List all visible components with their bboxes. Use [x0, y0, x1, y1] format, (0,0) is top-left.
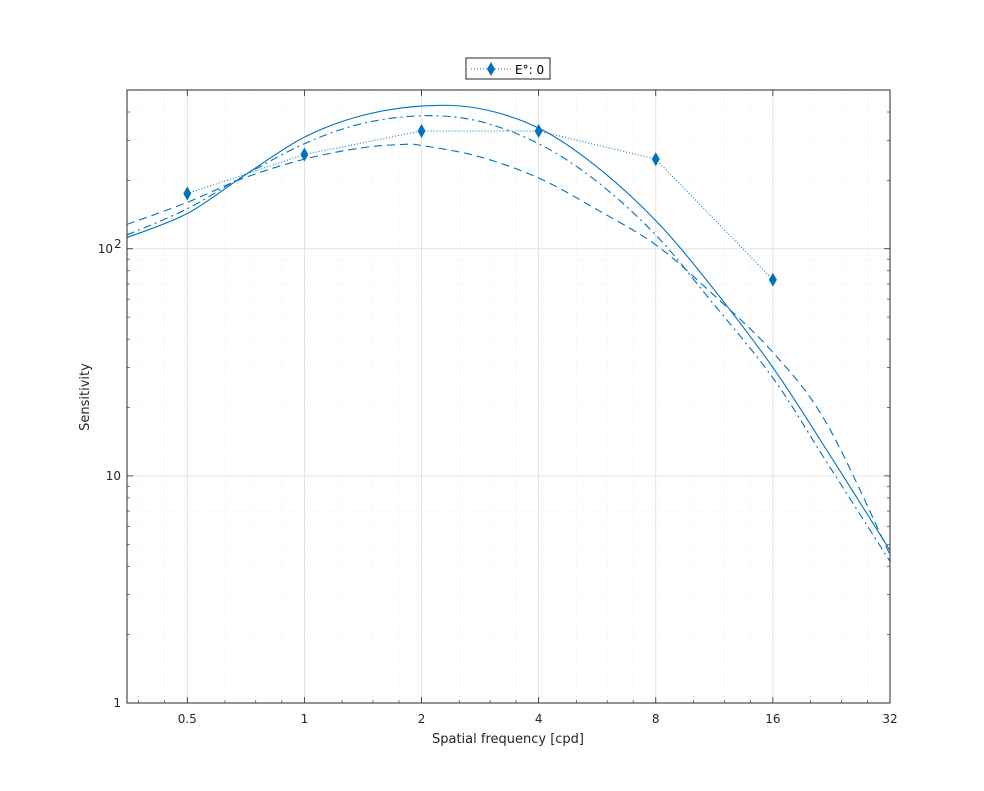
- series-model-solid: [127, 104, 890, 551]
- ticks-layer: [127, 90, 891, 704]
- legend-diamond-marker: [487, 62, 495, 76]
- y-tick-label: 1: [113, 696, 121, 710]
- minor-grid: [127, 90, 890, 703]
- plot-area: [127, 90, 890, 703]
- data-point-diamond: [417, 123, 426, 138]
- series-measured-line: [187, 130, 774, 281]
- series-layer: [127, 104, 890, 562]
- data-point-diamond: [183, 186, 192, 201]
- x-tick-label: 16: [765, 712, 780, 726]
- legend-entry-label: E°: 0: [515, 63, 544, 77]
- series-model-dash-dot: [127, 115, 890, 562]
- x-tick-label: 8: [652, 712, 660, 726]
- y-tick-label: 10: [106, 469, 121, 483]
- data-point-diamond: [651, 152, 660, 167]
- x-tick-label: 0.5: [178, 712, 197, 726]
- x-tick-label: 32: [882, 712, 897, 726]
- legend: E°: 0: [465, 57, 551, 80]
- x-tick-label: 2: [418, 712, 426, 726]
- data-point-diamond: [768, 272, 777, 287]
- plot-box: [126, 89, 891, 704]
- x-tick-label: 4: [535, 712, 543, 726]
- y-tick-exponent: 2: [114, 237, 122, 251]
- y-axis-label: Sensitivity: [78, 363, 93, 431]
- data-point-diamond: [300, 147, 309, 162]
- x-tick-label: 1: [301, 712, 309, 726]
- data-point-diamond: [534, 123, 543, 138]
- x-axis-label: Spatial frequency [cpd]: [432, 732, 584, 747]
- y-tick-label: 10: [98, 242, 113, 256]
